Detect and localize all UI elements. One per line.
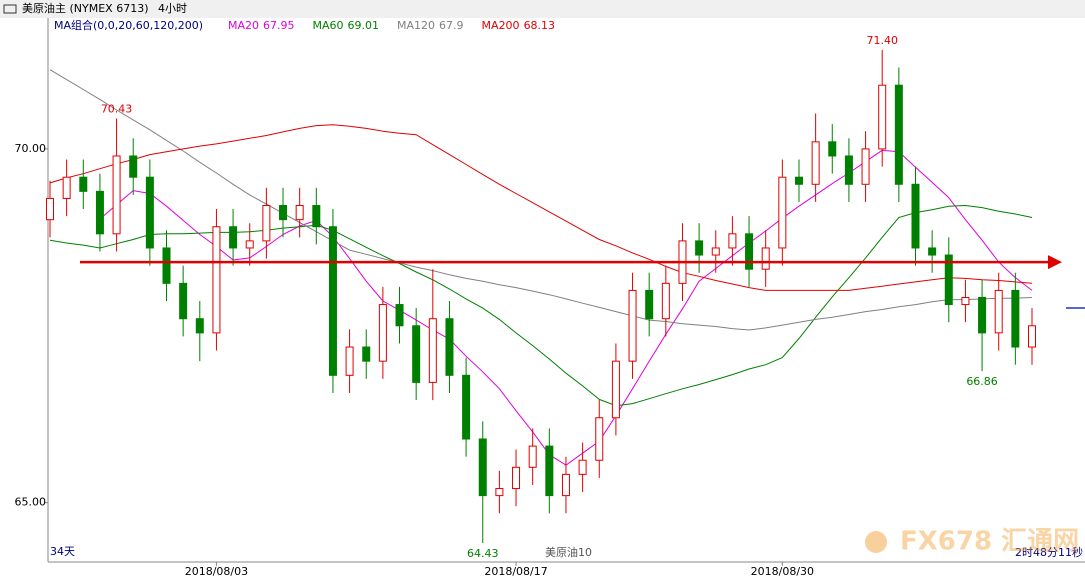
candle-body	[661, 282, 670, 320]
candle-body	[761, 247, 770, 270]
candle-body	[195, 318, 204, 334]
legend-name: MA200	[482, 19, 520, 32]
legend-value: 69.01	[348, 19, 380, 32]
legend-value: 67.95	[263, 19, 295, 32]
candle-body	[745, 233, 754, 270]
candle-body	[944, 254, 953, 306]
candle-body	[412, 325, 421, 383]
candle-body	[478, 438, 487, 497]
candle-body	[978, 296, 987, 334]
candle-body	[894, 84, 903, 185]
low-label: 66.86	[966, 375, 998, 388]
candle-body	[794, 176, 803, 185]
candle-body	[179, 282, 188, 320]
candle-body	[295, 205, 304, 221]
countdown: 2时48分11秒	[1015, 545, 1083, 559]
candle-body	[145, 176, 154, 249]
candle-body	[462, 374, 471, 440]
y-tick-label: 65.00	[15, 496, 47, 509]
legend-value: 68.13	[524, 19, 556, 32]
x-tick-label: 2018/08/03	[185, 565, 248, 578]
legend-item[interactable]: MA200 68.13	[482, 19, 556, 32]
candle-body	[378, 304, 387, 362]
candle-body	[528, 445, 537, 468]
ma-line	[49, 204, 1033, 407]
ma-line	[49, 69, 1033, 331]
candle-body	[545, 445, 554, 497]
candle-body	[595, 417, 604, 461]
high-label: 71.40	[866, 34, 898, 47]
candle-body	[928, 247, 937, 256]
candle-body	[994, 289, 1003, 334]
period[interactable]: 4小时	[158, 2, 187, 15]
chart-title: 美原油主 (NYMEX 6713)	[22, 1, 149, 15]
candle-body	[229, 226, 238, 249]
candle-body	[512, 466, 521, 490]
legend-name: MA120	[397, 19, 435, 32]
candle-body	[495, 488, 504, 497]
candle-body	[245, 240, 254, 249]
candle-body	[578, 459, 587, 475]
candle-body	[162, 247, 171, 284]
days: 34天	[50, 545, 75, 558]
candle-body	[345, 346, 354, 376]
legend-name: MA60	[313, 19, 344, 32]
low-label: 64.43	[467, 547, 499, 560]
candle-body	[262, 205, 271, 242]
ma-line	[49, 124, 1033, 291]
watermark-logo	[865, 531, 887, 553]
candle-body	[112, 155, 121, 235]
candle-body	[861, 148, 870, 185]
candle-body	[395, 304, 404, 327]
candle-body	[328, 226, 337, 376]
candle-body	[445, 318, 454, 376]
candle-body	[62, 176, 71, 199]
candle-body	[362, 346, 371, 362]
candle-body	[428, 318, 437, 383]
ma-group[interactable]: MA组合(0,0,20,60,120,200)	[54, 18, 203, 32]
legend-name: MA20	[228, 19, 259, 32]
candle-body	[628, 289, 637, 362]
candle-body	[728, 233, 737, 249]
watermark: FX678 汇通网	[900, 527, 1079, 557]
legend-item[interactable]: MA60 69.01	[313, 19, 380, 32]
window-icon	[3, 4, 17, 14]
candle-body	[844, 155, 853, 185]
legend-item[interactable]: MA20 67.95	[228, 19, 295, 32]
x-tick-label: 2018/08/30	[751, 565, 814, 578]
candle-body	[1011, 289, 1020, 348]
candle-body	[95, 190, 104, 235]
candle-body	[79, 176, 88, 192]
high-label: 70.43	[101, 102, 133, 115]
footer-name: 美原油10	[545, 545, 592, 559]
candle-body	[279, 205, 288, 221]
y-tick-label: 70.00	[15, 142, 47, 155]
legend-value: 67.9	[439, 19, 464, 32]
candle-body	[711, 247, 720, 256]
candle-body	[1028, 325, 1036, 348]
candle-body	[828, 141, 837, 157]
candle-body	[778, 176, 787, 249]
x-tick-label: 2018/08/17	[484, 565, 547, 578]
candle-body	[561, 473, 570, 497]
candle-body	[129, 155, 138, 178]
candle-body	[811, 141, 820, 185]
legend-item[interactable]: MA120 67.9	[397, 19, 464, 32]
candle-body	[212, 226, 221, 334]
title-bar	[0, 0, 1085, 18]
candle-body	[645, 289, 654, 320]
candle-body	[46, 197, 54, 221]
candle-body	[611, 360, 620, 419]
candle-body	[312, 205, 321, 228]
candle-body	[961, 296, 970, 306]
candle-body	[911, 183, 920, 249]
candle-body	[878, 84, 887, 150]
candle-body	[695, 240, 704, 256]
reference-arrow	[1048, 255, 1062, 270]
